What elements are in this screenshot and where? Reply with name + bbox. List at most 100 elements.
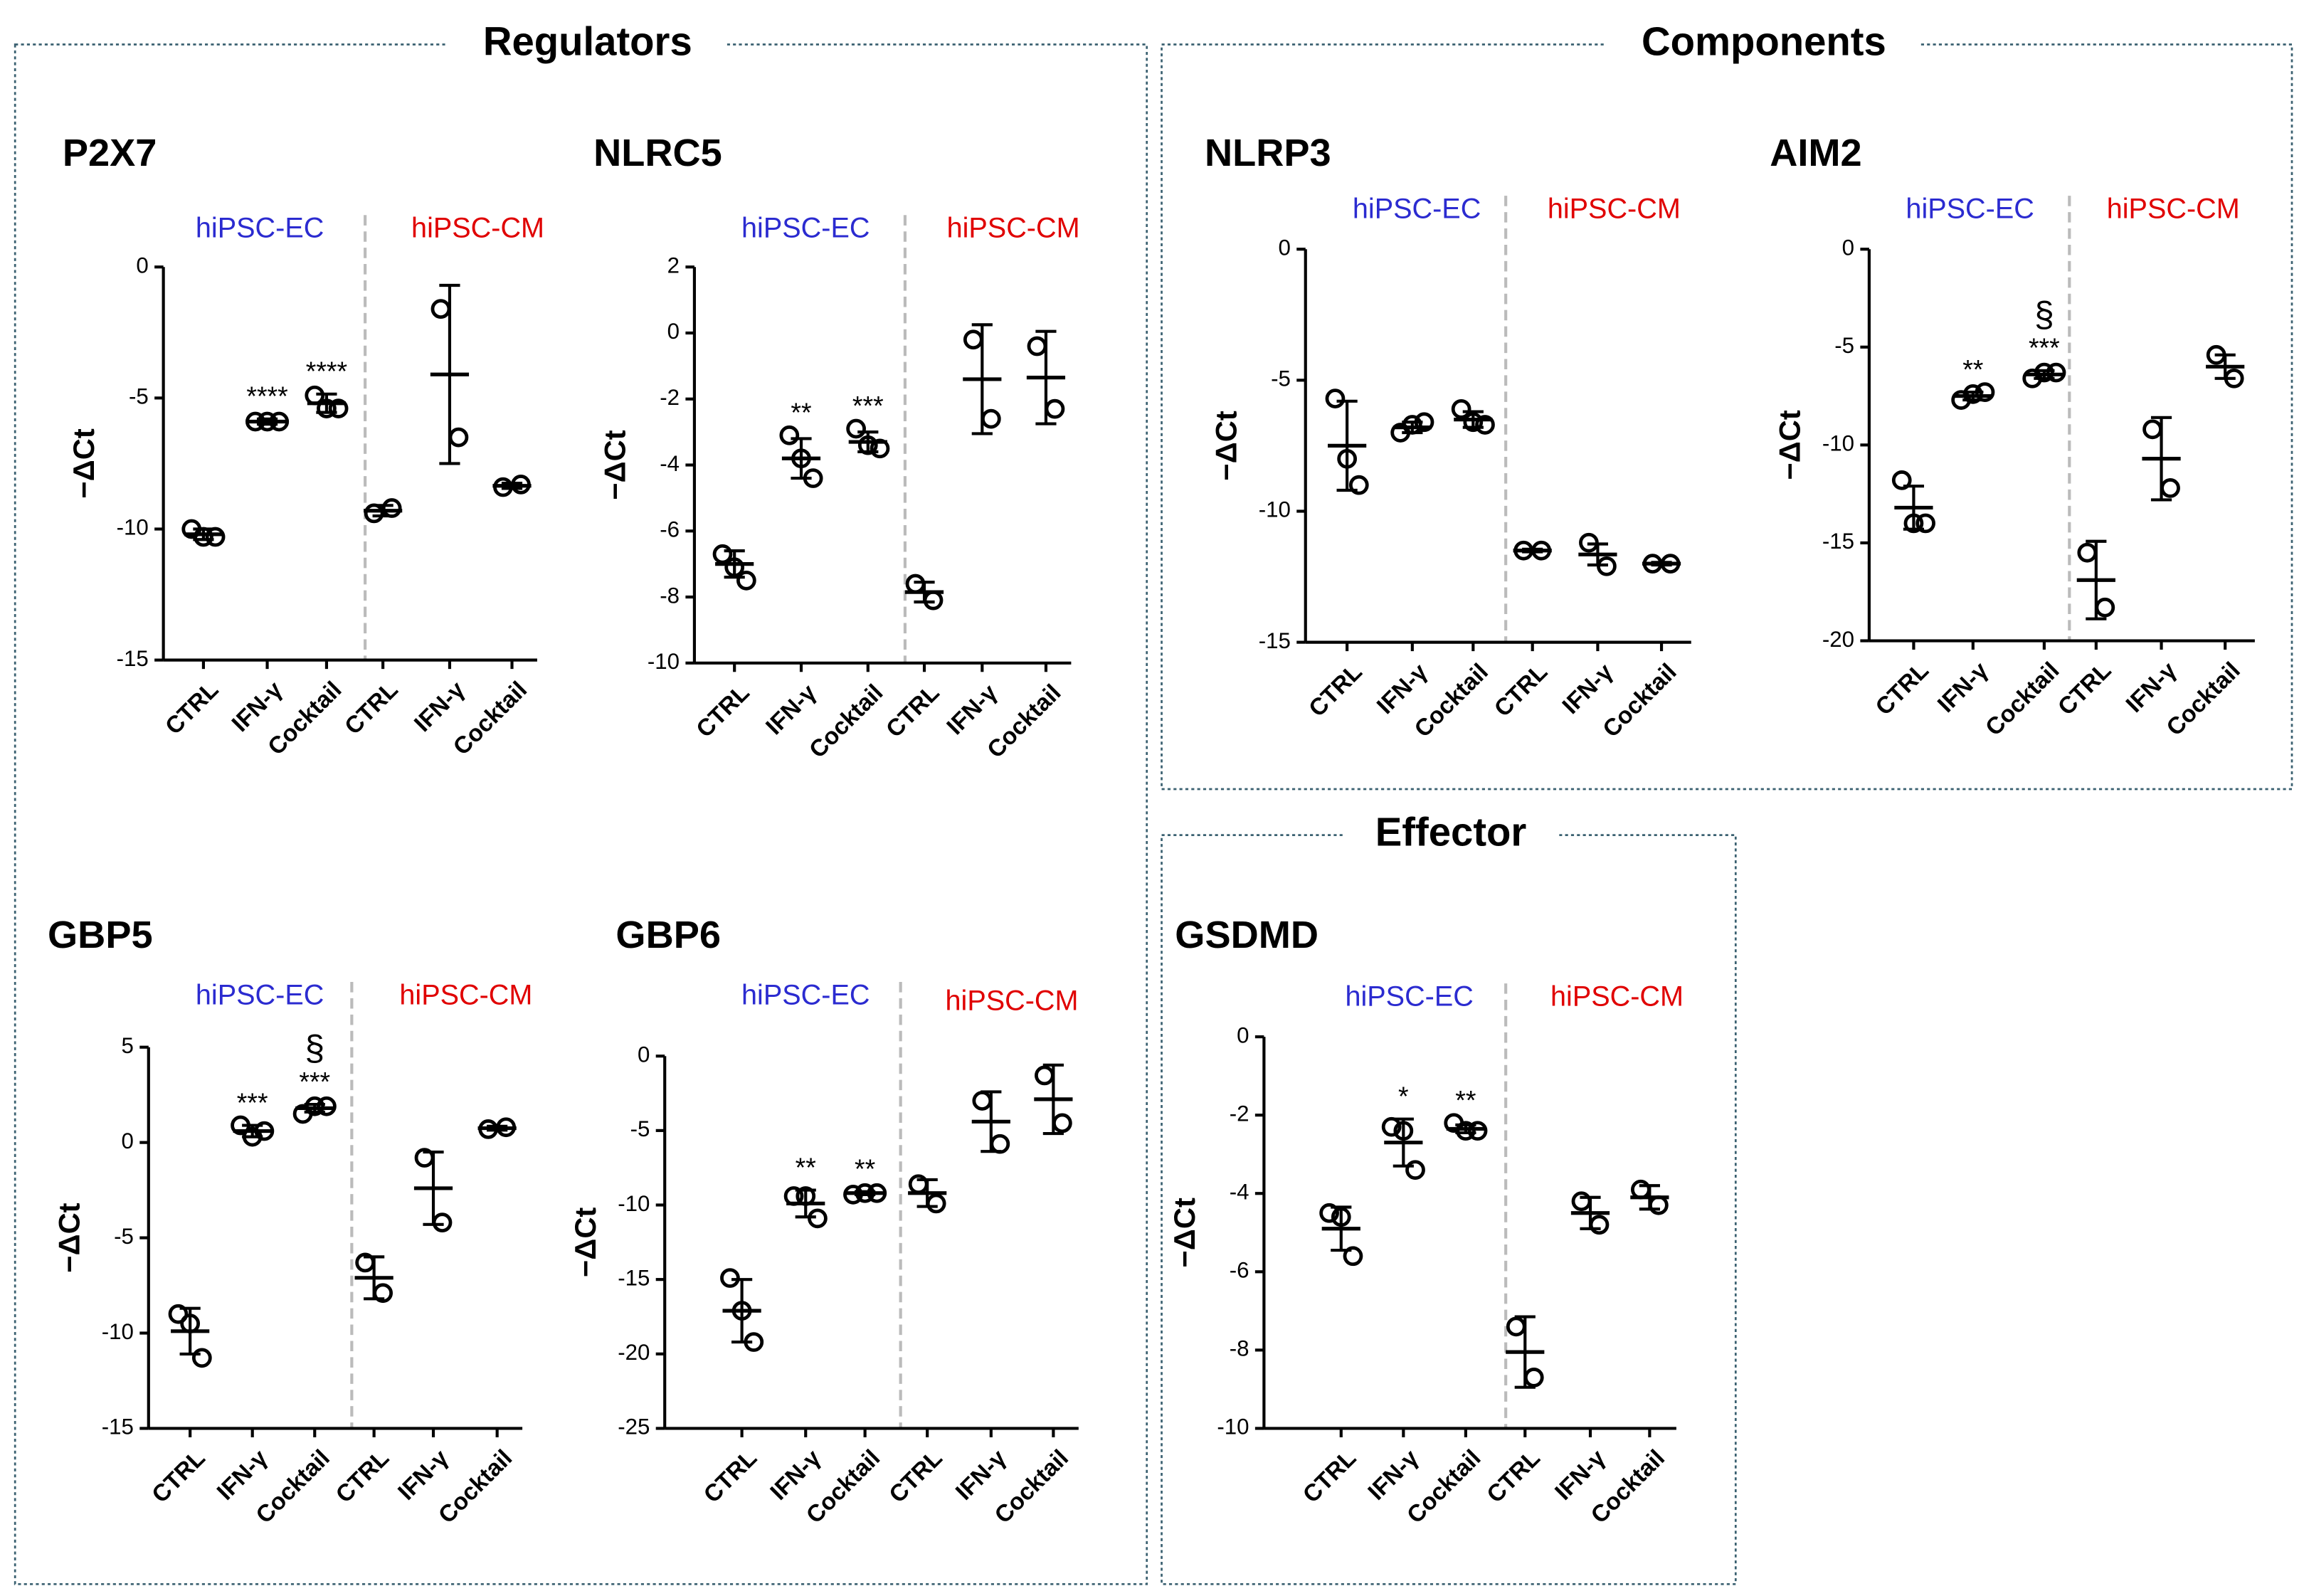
x-tick-label: CTRL [1304,659,1368,722]
data-point [1631,1179,1651,1200]
data-point [731,1301,752,1321]
data-point [355,1252,375,1273]
data-point [1325,389,1346,408]
significance: ** [1962,354,1984,384]
x-tick-label: CTRL [699,1445,762,1508]
data-point [1348,475,1369,495]
y-tick-label: -15 [102,1415,134,1439]
x-tick-label: IFN-γ [393,1444,453,1505]
data-point [1579,532,1599,553]
data-point [1414,412,1434,433]
x-tick-label: IFN-γ [1558,659,1618,719]
data-point [1402,415,1422,435]
y-tick-label: 0 [1842,235,1854,260]
y-tick-label: 0 [136,253,148,278]
y-tick-label: -10 [1217,1415,1249,1439]
y-tick-label: -6 [1230,1258,1249,1283]
data-point [2160,478,2180,498]
data-point [1035,1065,1055,1086]
data-point [168,1304,189,1324]
y-tick-label: -4 [1230,1179,1249,1204]
panel: GBP6 hiPSC-EC hiPSC-CM −ΔCt 0 -5 -10 -15 -20 -25 C… [569,914,1079,1529]
data-point [305,385,325,406]
panel-title: GBP6 [615,914,721,956]
y-tick-label: 0 [667,319,680,344]
data-point [1456,1121,1476,1141]
y-tick-label: -20 [1822,627,1854,652]
y-tick-label: -10 [648,649,680,674]
data-point [1405,1160,1425,1180]
significance: *** [852,391,884,421]
y-tick-label: -6 [660,517,680,542]
group-label: hiPSC-CM [2107,193,2240,224]
y-tick-label: -2 [1230,1101,1249,1126]
group-label: hiPSC-EC [196,213,324,244]
data-point [2206,344,2226,365]
x-tick-label: Cocktail [1981,657,2065,741]
y-axis-label: −ΔCt [1168,1198,1201,1267]
data-point [981,408,1001,429]
panel-title: GSDMD [1175,914,1319,956]
data-point [1331,1207,1351,1227]
significance: § [2034,295,2054,334]
panel-title: AIM2 [1770,132,1861,174]
data-point [963,329,983,350]
data-point [1903,513,1924,534]
data-point [1027,336,1047,356]
data-point [1962,384,1983,404]
data-point [2077,542,2098,563]
data-point [720,1268,740,1288]
data-point [1393,1121,1414,1141]
data-point [1571,1191,1592,1212]
significance: **** [246,381,288,411]
data-point [430,299,451,319]
panel: GSDMD hiPSC-EC hiPSC-CM −ΔCt 0 -2 -4 -6 -8 -10 CTR… [1168,914,1684,1529]
x-tick-label: CTRL [1298,1445,1361,1508]
significance: *** [237,1087,268,1117]
significance: *** [2029,333,2060,363]
x-tick-label: CTRL [147,1445,211,1508]
group-label: hiPSC-CM [1548,193,1681,224]
y-tick-label: -10 [117,515,149,540]
y-tick-label: -10 [1822,431,1854,456]
panel-title: GBP5 [48,914,153,956]
data-point [908,1174,929,1195]
data-point [1523,1368,1544,1388]
group-label: hiPSC-EC [1345,981,1473,1012]
data-point [1052,1113,1072,1133]
data-point [1597,556,1617,576]
x-tick-label: Cocktail [804,680,888,763]
data-point [779,425,800,445]
y-tick-label: -8 [660,583,680,608]
data-point [843,1184,863,1205]
section-effector: Effector [1161,809,1737,1585]
data-point [245,411,265,432]
significance: ** [796,1152,817,1182]
x-tick-label: CTRL [884,1445,948,1508]
y-axis-label: −ΔCt [67,428,100,498]
x-tick-label: CTRL [331,1445,394,1508]
data-point [1589,1215,1610,1235]
y-tick-label: -20 [618,1340,650,1365]
y-tick-label: -5 [630,1116,650,1141]
y-tick-label: -15 [1822,529,1854,554]
data-point [511,475,531,495]
data-point [905,574,926,594]
section-title: Regulators [483,19,692,63]
panel-title: NLRC5 [593,132,722,174]
data-point [1649,1195,1669,1215]
significance: *** [299,1067,330,1096]
section-regulators: Regulators [14,19,1148,1585]
data-point [1891,470,1912,490]
x-tick-label: CTRL [2053,657,2116,721]
x-tick-label: CTRL [692,680,755,743]
data-point [1467,1121,1488,1141]
y-tick-label: -4 [660,451,680,476]
y-axis-label: −ΔCt [569,1207,602,1277]
data-point [381,498,402,518]
group-label: hiPSC-CM [947,213,1080,244]
x-tick-label: CTRL [340,677,403,740]
group-label: hiPSC-CM [399,979,532,1010]
